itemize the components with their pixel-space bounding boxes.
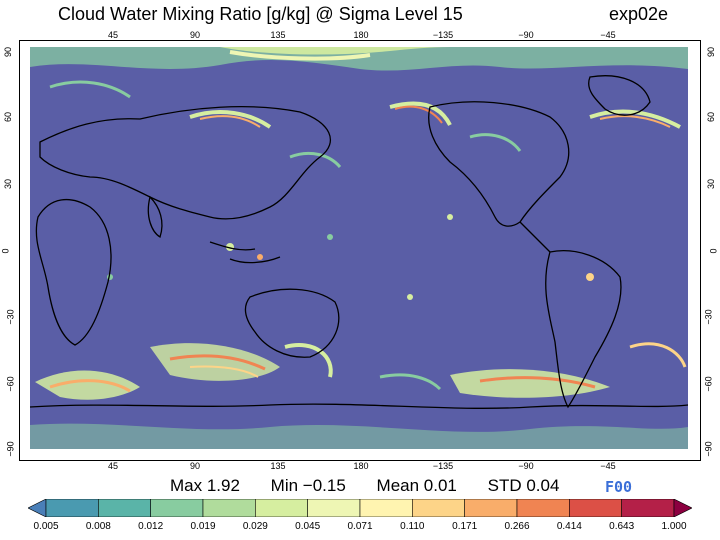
africa-outline	[35, 198, 112, 346]
lat-tick-right: 30	[705, 178, 716, 190]
lon-tick-top: −45	[600, 30, 616, 40]
lat-tick-right: 90	[705, 46, 716, 58]
colorbar-cell	[359, 499, 413, 517]
colorbar-label: 0.019	[190, 521, 216, 532]
antarctic-cloud-band	[30, 423, 688, 449]
map-plot-area	[30, 47, 688, 449]
lat-tick-left: 30	[3, 178, 14, 190]
colorbar-label: 0.071	[347, 521, 373, 532]
eurasia-outline	[39, 106, 332, 220]
lat-tick-left: −60	[5, 376, 16, 392]
india-outline	[147, 195, 163, 238]
continent-outlines	[30, 75, 688, 409]
greenland-outline	[588, 75, 651, 116]
lat-tick-left: −30	[5, 309, 16, 325]
lon-tick-top: 135	[270, 30, 286, 40]
colorbar-label: 0.008	[85, 521, 111, 532]
stat-min: Min −0.15	[270, 476, 346, 495]
lat-tick-right: −90	[703, 441, 714, 457]
colorbar-cell	[150, 499, 204, 517]
lat-tick-right: −60	[703, 376, 714, 392]
lat-tick-left: 0	[0, 248, 11, 254]
colorbar-label: 0.643	[609, 521, 635, 532]
lat-tick-left: 60	[3, 111, 14, 123]
colorbar-cell	[516, 499, 570, 517]
forecast-hour-label: F00	[605, 478, 633, 496]
colorbar-cell	[569, 499, 622, 517]
statistics-line: Max 1.92 Min −0.15 Mean 0.01 STD 0.04	[170, 476, 585, 496]
colorbar-label: 1.000	[661, 521, 687, 532]
colorbar-cells	[28, 499, 692, 517]
lon-tick-bottom: 180	[353, 461, 369, 471]
lat-tick-right: −30	[703, 309, 714, 325]
southern-storm-track	[35, 342, 687, 400]
stat-std: STD 0.04	[487, 476, 560, 495]
colorbar-cell	[202, 499, 256, 517]
colorbar-cell	[255, 499, 308, 517]
colorbar-cell	[464, 499, 518, 517]
lon-tick-top: 90	[189, 30, 201, 40]
lon-tick-top: 180	[353, 30, 369, 40]
colorbar	[28, 499, 692, 517]
lon-tick-top: −135	[432, 30, 454, 40]
colorbar-label: 0.005	[33, 521, 59, 532]
colorbar-cell	[307, 499, 361, 517]
colorbar-label: 0.029	[242, 521, 268, 532]
arctic-cloud-band	[30, 47, 688, 71]
lon-tick-bottom: −135	[432, 461, 454, 471]
lon-tick-top: 45	[107, 30, 119, 40]
colorbar-cell	[45, 499, 99, 517]
central-america-outline	[519, 221, 551, 253]
colorbar-label: 0.045	[295, 521, 321, 532]
lat-tick-right: 0	[708, 248, 719, 254]
lon-tick-bottom: 90	[189, 461, 201, 471]
maritime-continent-outline	[209, 241, 281, 264]
colorbar-label: 0.266	[504, 521, 530, 532]
world-map	[30, 47, 688, 449]
colorbar-cell	[412, 499, 465, 517]
lon-tick-bottom: 45	[107, 461, 119, 471]
antarctica-outline	[30, 403, 688, 409]
colorbar-label: 0.110	[400, 521, 425, 532]
lat-tick-left: 90	[3, 46, 14, 58]
northern-clouds	[49, 80, 681, 169]
colorbar-label: 0.012	[138, 521, 164, 532]
stat-mean: Mean 0.01	[376, 476, 457, 495]
south-america-outline	[545, 250, 622, 409]
map-title: Cloud Water Mixing Ratio [g/kg] @ Sigma …	[58, 4, 463, 24]
colorbar-cell	[98, 499, 151, 517]
stat-max: Max 1.92	[170, 476, 240, 495]
colorbar-cell	[621, 499, 675, 517]
lon-tick-bottom: 135	[270, 461, 286, 471]
experiment-label: exp02e	[608, 4, 668, 24]
australia-outline	[244, 288, 340, 358]
colorbar-labels: 0.005 0.008 0.012 0.019 0.029 0.045 0.071 0.110…	[0, 521, 720, 535]
colorbar-label: 0.414	[556, 521, 582, 532]
lat-tick-left: −90	[5, 441, 16, 457]
north-america-outline	[428, 101, 570, 227]
colorbar-cell	[673, 499, 692, 517]
colorbar-cell	[28, 499, 47, 517]
lon-tick-bottom: −90	[518, 461, 534, 471]
tropical-clouds	[107, 214, 594, 300]
lon-tick-top: −90	[518, 30, 534, 40]
lon-tick-bottom: −45	[600, 461, 616, 471]
lat-tick-right: 60	[705, 111, 716, 123]
colorbar-label: 0.171	[452, 521, 478, 532]
